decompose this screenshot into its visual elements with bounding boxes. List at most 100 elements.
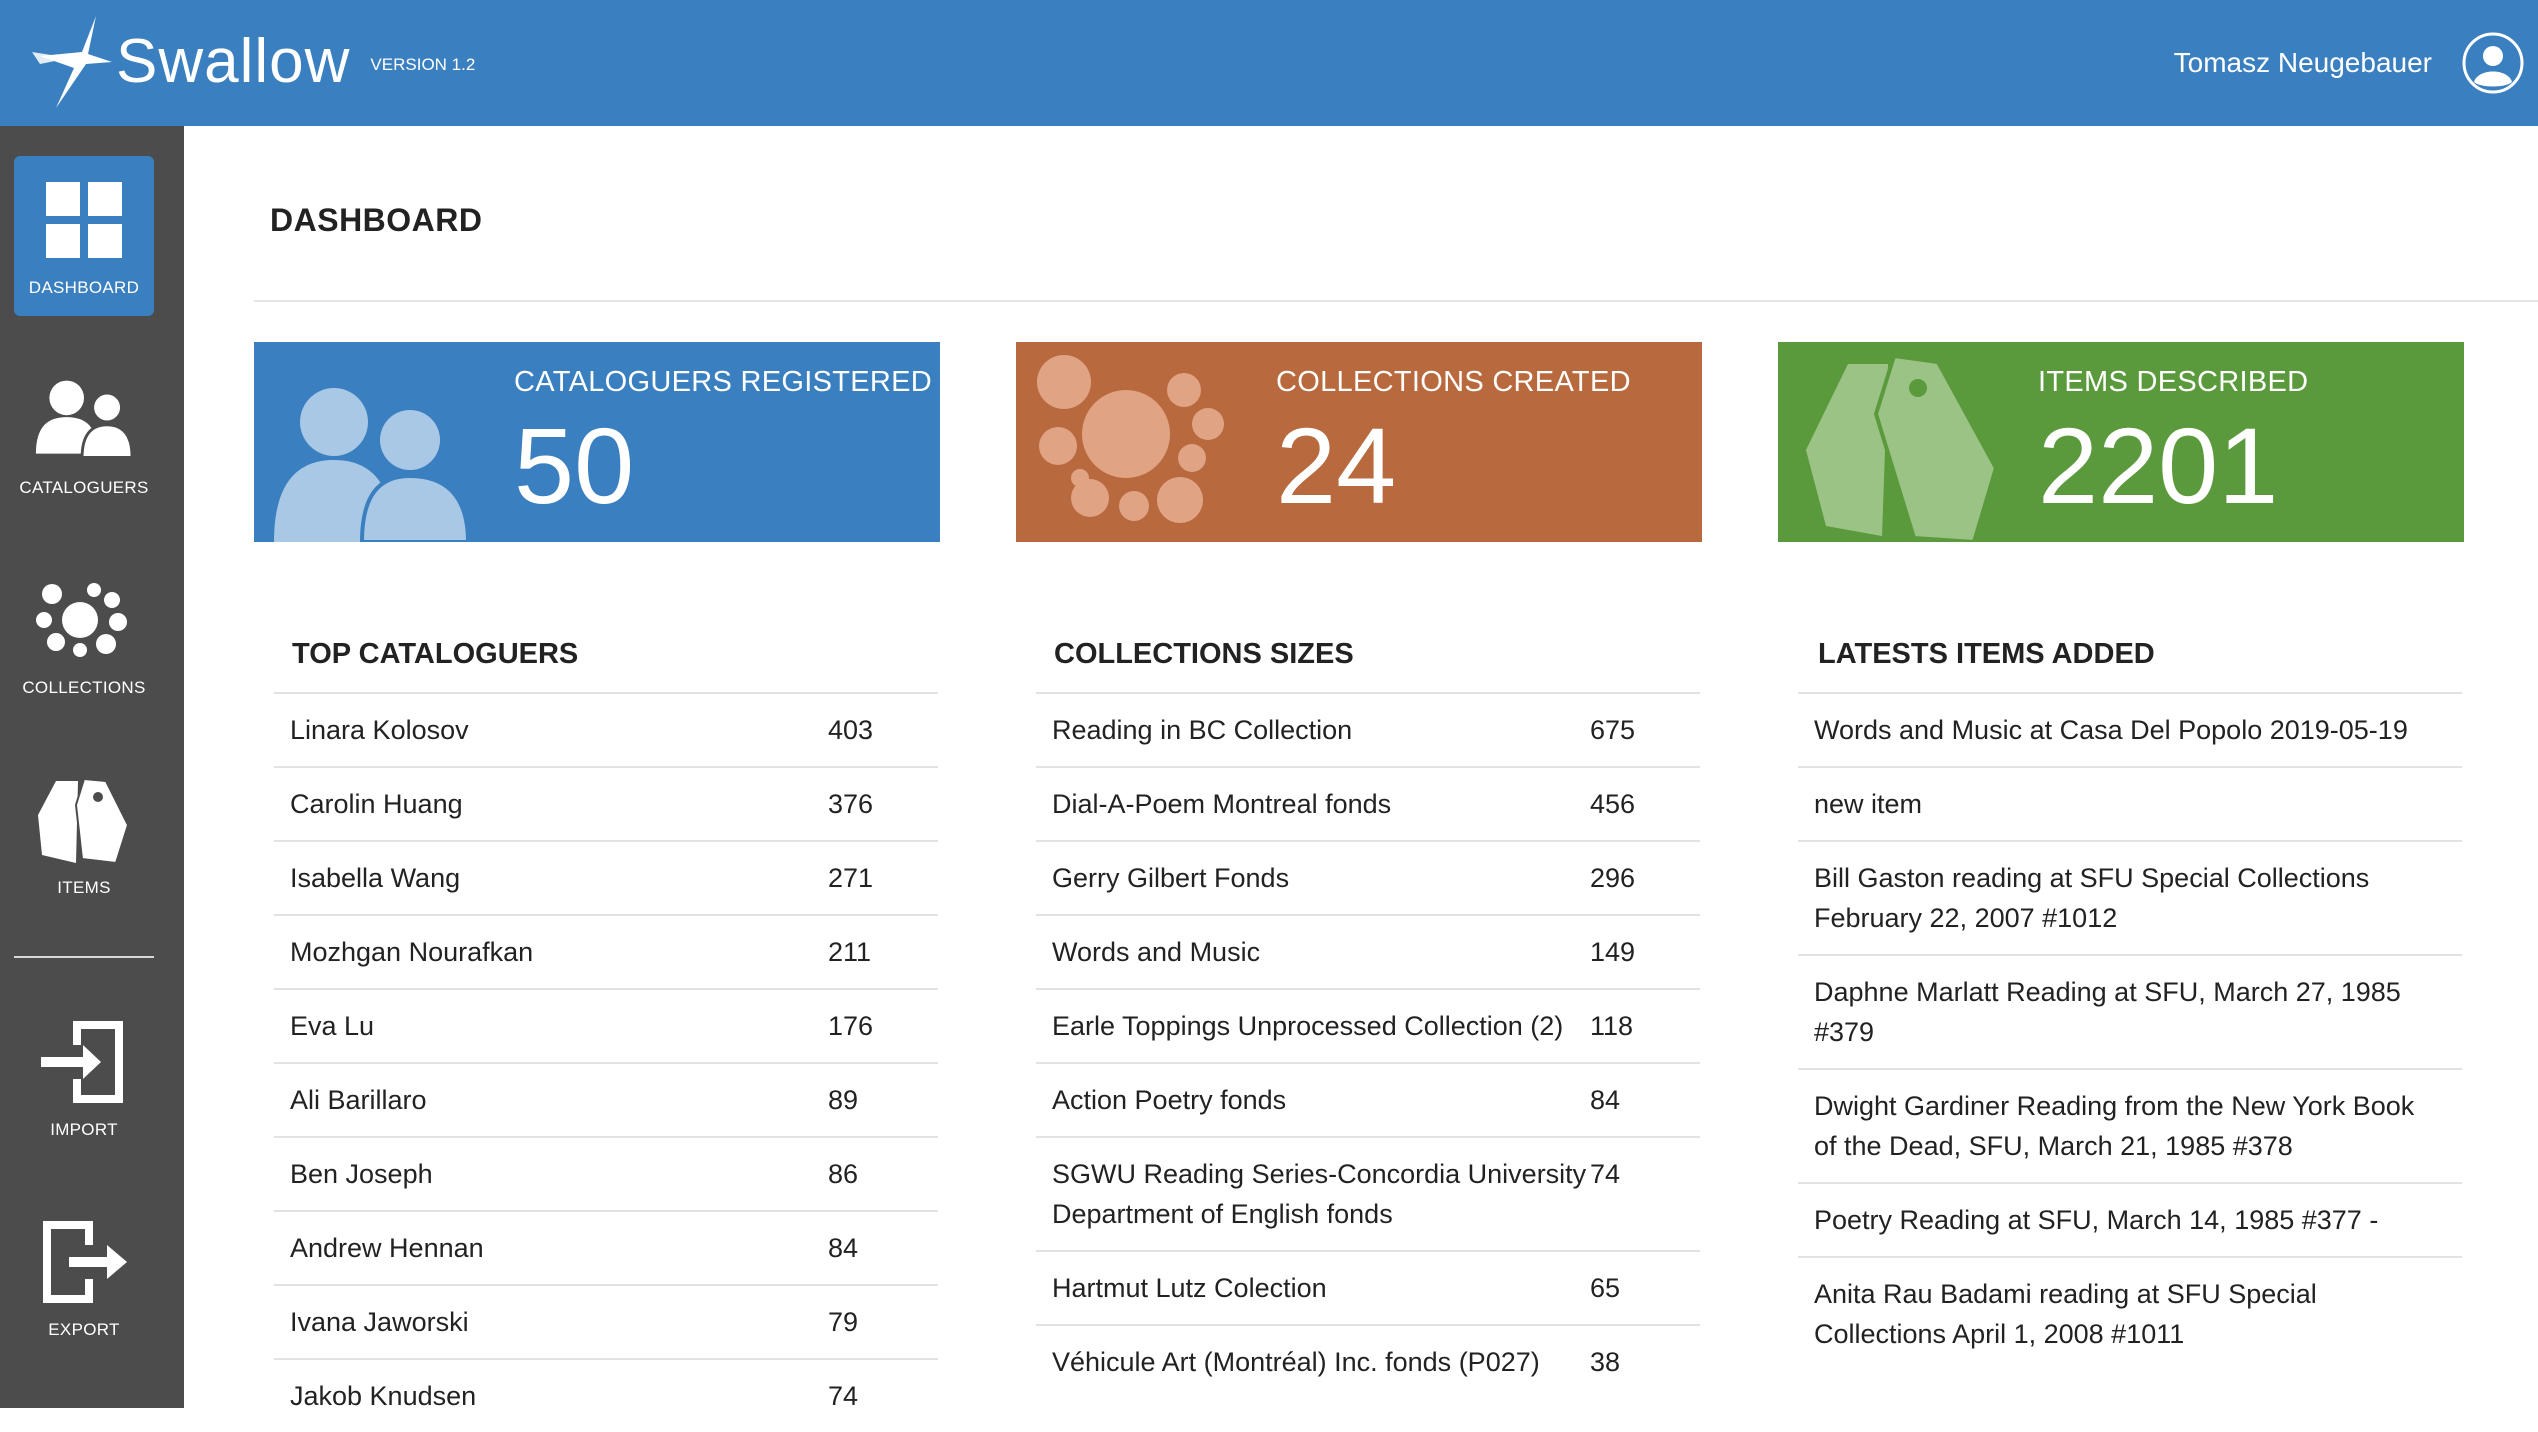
- latest-item-row[interactable]: Anita Rau Badami reading at SFU Special …: [1798, 1256, 2462, 1370]
- panel-title: LATESTS ITEMS ADDED: [1818, 638, 2155, 670]
- sidebar-item-items[interactable]: ITEMS: [14, 756, 154, 916]
- row-name: Bill Gaston reading at SFU Special Colle…: [1814, 863, 2370, 933]
- cataloguer-list: Linara Kolosov 403 Carolin Huang 376 Isabell…: [274, 692, 938, 1432]
- latest-item-row[interactable]: Bill Gaston reading at SFU Special Colle…: [1798, 840, 2462, 954]
- users-icon: [34, 370, 134, 470]
- row-name: new item: [1814, 789, 1923, 819]
- stat-card-items[interactable]: ITEMS DESCRIBED 2201: [1778, 342, 2464, 542]
- collection-row[interactable]: Earle Toppings Unprocessed Collection (2…: [1036, 988, 1700, 1062]
- row-name: Words and Music: [1052, 937, 1261, 967]
- latest-item-row[interactable]: Poetry Reading at SFU, March 14, 1985 #3…: [1798, 1182, 2462, 1256]
- stat-label: COLLECTIONS CREATED: [1276, 366, 1631, 398]
- collection-row[interactable]: Reading in BC Collection 675: [1036, 692, 1700, 766]
- row-name: Reading in BC Collection: [1052, 715, 1353, 745]
- latest-item-row[interactable]: Words and Music at Casa Del Popolo 2019-…: [1798, 692, 2462, 766]
- sidebar-item-label: COLLECTIONS: [22, 678, 146, 697]
- stat-card-collections[interactable]: COLLECTIONS CREATED 24: [1016, 342, 1702, 542]
- row-name: Anita Rau Badami reading at SFU Special …: [1814, 1279, 2317, 1349]
- row-name: Gerry Gilbert Fonds: [1052, 863, 1290, 893]
- cataloguer-row[interactable]: Mozhgan Nourafkan 211: [274, 914, 938, 988]
- app-version: VERSION 1.2: [370, 55, 476, 74]
- app-name: Swallow: [116, 27, 351, 96]
- row-name: Véhicule Art (Montréal) Inc. fonds (P027…: [1052, 1347, 1540, 1377]
- row-count: 376: [828, 789, 874, 819]
- latest-items-list: Words and Music at Casa Del Popolo 2019-…: [1798, 692, 2462, 1370]
- cataloguer-row[interactable]: Isabella Wang 271: [274, 840, 938, 914]
- sidebar-item-label: ITEMS: [57, 878, 111, 897]
- collection-sizes-panel: COLLECTIONS SIZES Reading in BC Collecti…: [1036, 626, 1700, 1398]
- stat-label: ITEMS DESCRIBED: [2038, 366, 2309, 398]
- cataloguer-row[interactable]: Ben Joseph 86: [274, 1136, 938, 1210]
- cataloguer-row[interactable]: Ivana Jaworski 79: [274, 1284, 938, 1358]
- sidebar-item-label: IMPORT: [50, 1120, 118, 1139]
- collection-list: Reading in BC Collection 675 Dial-A-Poem M…: [1036, 692, 1700, 1398]
- main-content: DASHBOARD CATALOGUERS REGISTERED 50: [184, 126, 2538, 1411]
- row-count: 65: [1590, 1273, 1621, 1303]
- row-name: Dial-A-Poem Montreal fonds: [1052, 789, 1392, 819]
- import-icon: [34, 1012, 134, 1112]
- sidebar-item-export[interactable]: EXPORT: [14, 1198, 154, 1358]
- row-name: Poetry Reading at SFU, March 14, 1985 #3…: [1814, 1205, 2379, 1235]
- row-count: 211: [828, 937, 872, 967]
- collection-row[interactable]: Action Poetry fonds 84: [1036, 1062, 1700, 1136]
- row-name: Daphne Marlatt Reading at SFU, March 27,…: [1814, 977, 2401, 1047]
- row-count: 118: [1590, 1011, 1634, 1041]
- cataloguer-row[interactable]: Linara Kolosov 403: [274, 692, 938, 766]
- row-name: Ivana Jaworski: [290, 1307, 469, 1337]
- row-name: Ali Barillaro: [290, 1085, 427, 1115]
- cataloguer-row[interactable]: Jakob Knudsen 74: [274, 1358, 938, 1432]
- collection-row[interactable]: Véhicule Art (Montréal) Inc. fonds (P027…: [1036, 1324, 1700, 1398]
- user-avatar-icon[interactable]: [2462, 32, 2524, 94]
- row-count: 74: [828, 1381, 859, 1411]
- latest-item-row[interactable]: new item: [1798, 766, 2462, 840]
- row-name: Hartmut Lutz Colection: [1052, 1273, 1327, 1303]
- collection-row[interactable]: Dial-A-Poem Montreal fonds 456: [1036, 766, 1700, 840]
- page-title: DASHBOARD: [270, 202, 483, 238]
- row-name: Eva Lu: [290, 1011, 375, 1041]
- row-name: Dwight Gardiner Reading from the New Yor…: [1814, 1091, 2415, 1161]
- sidebar-divider: [14, 956, 154, 958]
- latest-item-row[interactable]: Dwight Gardiner Reading from the New Yor…: [1798, 1068, 2462, 1182]
- row-count: 38: [1590, 1347, 1621, 1377]
- sidebar-item-cataloguers[interactable]: CATALOGUERS: [14, 356, 154, 516]
- sidebar-item-import[interactable]: IMPORT: [14, 998, 154, 1158]
- row-count: 675: [1590, 715, 1636, 745]
- bubbles-icon: [1037, 355, 1224, 523]
- cataloguer-row[interactable]: Ali Barillaro 89: [274, 1062, 938, 1136]
- latest-items-panel: LATESTS ITEMS ADDED Words and Music at C…: [1798, 626, 2462, 1370]
- sidebar-item-collections[interactable]: COLLECTIONS: [14, 556, 154, 716]
- cataloguer-row[interactable]: Carolin Huang 376: [274, 766, 938, 840]
- sidebar-item-label: CATALOGUERS: [19, 478, 149, 497]
- stat-value: 50: [514, 405, 635, 526]
- user-menu[interactable]: Tomasz Neugebauer: [2174, 0, 2538, 126]
- sidebar-item-dashboard[interactable]: DASHBOARD: [14, 156, 154, 316]
- row-name: Mozhgan Nourafkan: [290, 937, 534, 967]
- collection-row[interactable]: Hartmut Lutz Colection 65: [1036, 1250, 1700, 1324]
- row-count: 176: [828, 1011, 874, 1041]
- stat-card-cataloguers[interactable]: CATALOGUERS REGISTERED 50: [254, 342, 940, 542]
- title-divider: [254, 300, 2538, 302]
- grid-icon: [34, 170, 134, 270]
- bubbles-icon: [34, 570, 134, 670]
- row-count: 79: [828, 1307, 859, 1337]
- collection-row[interactable]: SGWU Reading Series-Concordia University…: [1036, 1136, 1700, 1250]
- sidebar-item-label: EXPORT: [48, 1320, 120, 1339]
- users-icon: [274, 388, 471, 542]
- panel-title: TOP CATALOGUERS: [292, 638, 579, 670]
- row-count: 149: [1590, 937, 1636, 967]
- row-name: Words and Music at Casa Del Popolo 2019-…: [1814, 715, 2408, 745]
- cataloguer-row[interactable]: Eva Lu 176: [274, 988, 938, 1062]
- brand[interactable]: Swallow VERSION 1.2: [30, 12, 475, 112]
- collection-row[interactable]: Gerry Gilbert Fonds 296: [1036, 840, 1700, 914]
- row-name: Ben Joseph: [290, 1159, 433, 1189]
- collection-row[interactable]: Words and Music 149: [1036, 914, 1700, 988]
- stat-label: CATALOGUERS REGISTERED: [514, 366, 933, 398]
- row-count: 84: [1590, 1085, 1621, 1115]
- row-name: Isabella Wang: [290, 863, 461, 893]
- cataloguer-row[interactable]: Andrew Hennan 84: [274, 1210, 938, 1284]
- tags-icon: [1806, 353, 1999, 542]
- latest-item-row[interactable]: Daphne Marlatt Reading at SFU, March 27,…: [1798, 954, 2462, 1068]
- sidebar-item-label: DASHBOARD: [28, 278, 140, 297]
- row-name: Action Poetry fonds: [1052, 1085, 1287, 1115]
- row-name: Jakob Knudsen: [290, 1381, 477, 1411]
